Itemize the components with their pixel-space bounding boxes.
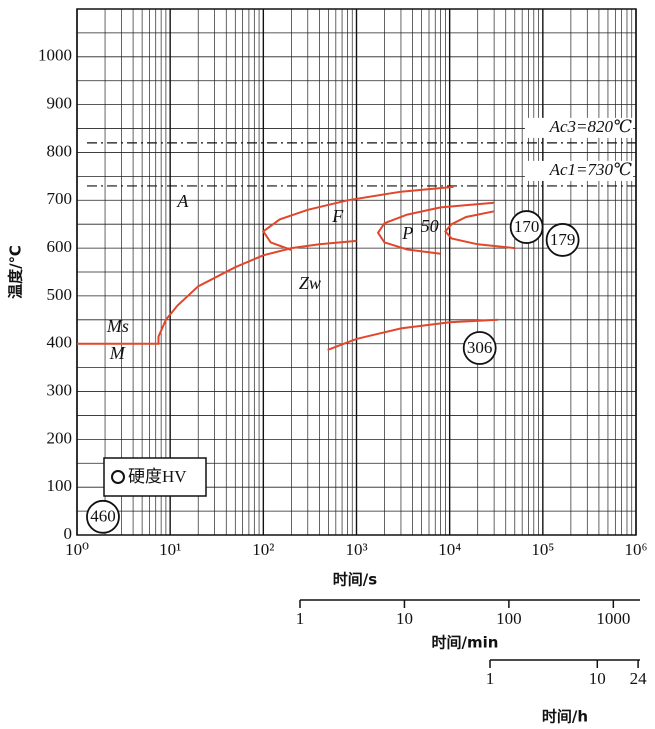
y-tick-label: 1000 [38, 46, 72, 65]
tick-label: 24 [630, 669, 648, 688]
x-tick-label: 10⁰ [65, 540, 89, 559]
annotation: A [176, 191, 189, 211]
y-tick-label: 0 [64, 524, 73, 543]
y-tick-label: 800 [47, 141, 73, 160]
y-tick-label: 100 [47, 476, 73, 495]
hardness-circle [86, 499, 120, 534]
hardness-value: 170 [514, 217, 540, 236]
hardness-value: 306 [467, 338, 493, 357]
annotation: F [331, 206, 344, 226]
y-tick-label: 200 [47, 428, 73, 447]
plot-frame [76, 8, 637, 536]
hardness-circle [462, 331, 497, 365]
annotation: P [401, 223, 413, 243]
transformation-curve [376, 201, 495, 255]
y-tick-label: 600 [47, 237, 73, 256]
hardness-value: 179 [550, 230, 576, 249]
tick-label: 100 [496, 609, 522, 628]
axis-label: 时间/h [542, 708, 588, 726]
x-tick-label: 10¹ [159, 540, 181, 559]
annotation: 50 [421, 216, 439, 236]
transformation-curve [261, 185, 454, 251]
y-tick-label: 300 [47, 380, 73, 399]
reference-label: Ac1=730℃ [549, 160, 632, 179]
y-axis-label: 温度/℃ [7, 245, 25, 299]
axis-label: 时间/min [432, 634, 499, 652]
label-bg [525, 160, 633, 181]
hardness-circle [545, 223, 580, 257]
tick-label: 1 [296, 609, 305, 628]
transformation-curve [444, 210, 515, 250]
x-tick-label: 10³ [345, 540, 367, 559]
tick-label: 1000 [596, 609, 630, 628]
legend-label: 硬度HV [128, 467, 187, 486]
y-tick-label: 500 [47, 285, 73, 304]
reference-label: Ac3=820℃ [549, 117, 632, 136]
annotation: M [109, 343, 126, 363]
transformation-curve [327, 318, 499, 351]
x-axis-label: 时间/s [333, 571, 377, 589]
y-tick-label: 700 [47, 189, 73, 208]
annotation: Ms [106, 316, 129, 336]
transformation-curve [77, 239, 357, 345]
legend-symbol [111, 470, 125, 484]
y-tick-label: 900 [47, 94, 73, 113]
hardness-value: 460 [90, 507, 116, 526]
tick-label: 10 [589, 669, 606, 688]
hardness-circle [509, 210, 544, 244]
tick-label: 10 [396, 609, 413, 628]
annotation: Zw [299, 273, 321, 293]
label-bg [525, 117, 633, 138]
x-tick-label: 10⁶ [625, 540, 648, 559]
tick-label: 1 [486, 669, 495, 688]
x-tick-label: 10⁵ [531, 540, 554, 559]
x-tick-label: 10² [252, 540, 274, 559]
x-tick-label: 10⁴ [438, 540, 461, 559]
y-tick-label: 400 [47, 333, 73, 352]
